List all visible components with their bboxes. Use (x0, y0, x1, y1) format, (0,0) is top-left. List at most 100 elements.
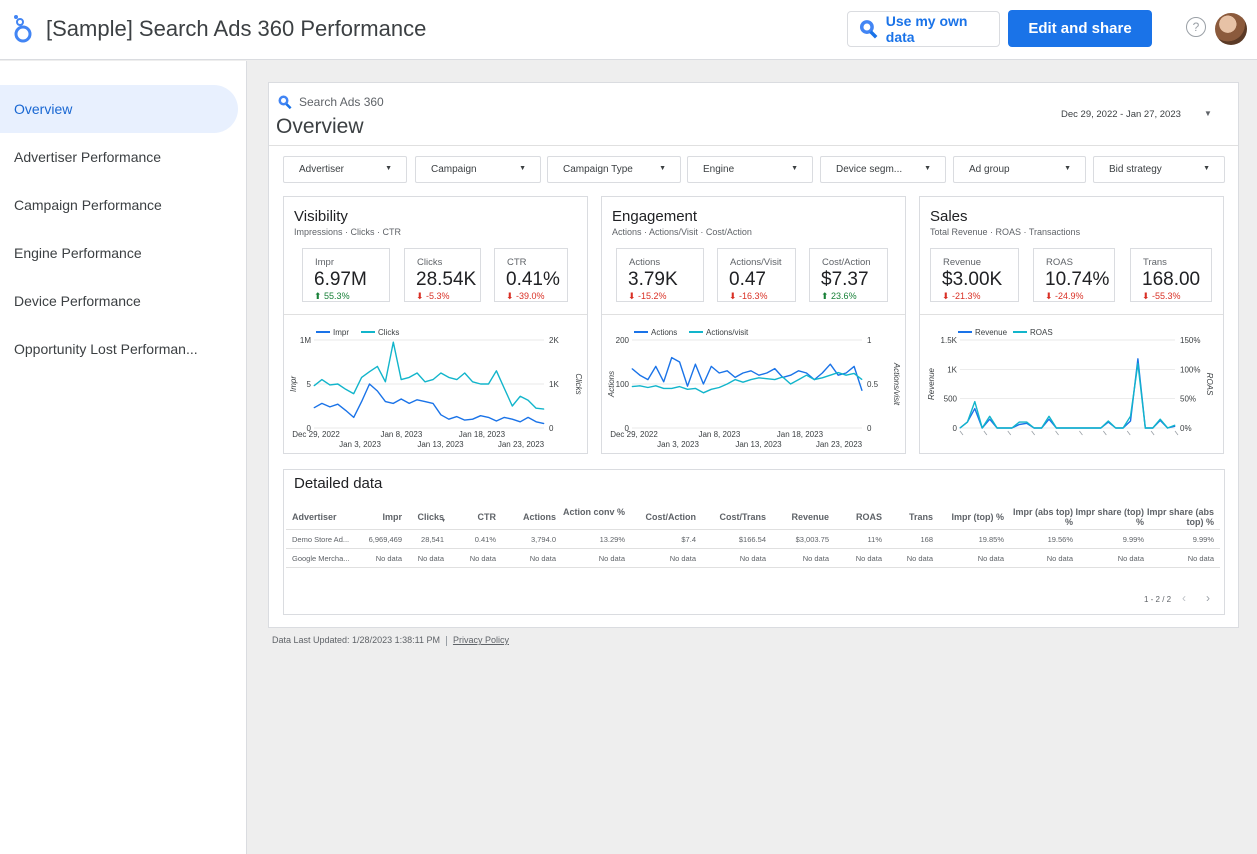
data-point (543, 423, 545, 424)
data-point (496, 420, 497, 422)
kpi-label: ROAS (1046, 257, 1073, 268)
data-point (821, 372, 823, 374)
column-header[interactable]: Impr share (abs top) % (1146, 507, 1214, 527)
data-point (400, 398, 402, 400)
data-point (1167, 427, 1168, 429)
chevron-left-icon[interactable]: ‹ (1182, 591, 1186, 605)
data-point (845, 372, 847, 374)
filter-bid-strategy[interactable]: Bid strategy ▼ (1093, 156, 1225, 183)
sidebar-item-campaign-performance[interactable]: Campaign Performance (14, 197, 162, 213)
visibility-chart[interactable]: Impr Clicks 1M 5 0 2K 1K 0 Impr Clicks Dec 29, 202… (284, 315, 587, 453)
y-axis-label-left: Impr (289, 376, 298, 392)
kpi-delta: ⬆ 55.3% (314, 291, 350, 302)
filter-ad-group[interactable]: Ad group ▼ (953, 156, 1086, 183)
legend-label: Impr (333, 328, 349, 337)
card-subtitle: Actions · Actions/Visit · Cost/Action (612, 227, 752, 237)
sidebar-item-opportunity-lost[interactable]: Opportunity Lost Performan... (14, 341, 198, 357)
column-header[interactable]: Impr share (top) % (1075, 507, 1144, 527)
sales-chart[interactable]: Revenue ROAS 1.5K 1K 500 0 150% 100% 50% 0% Revenu… (920, 315, 1223, 453)
column-header[interactable]: CTR (477, 512, 497, 522)
x-tick-mark (1055, 430, 1059, 436)
table-cell: No data (739, 554, 766, 563)
y-axis-label-right: Clicks (574, 373, 583, 394)
data-point (1130, 420, 1131, 422)
column-header[interactable]: Impr (abs top) % (1013, 507, 1073, 527)
data-point (1070, 427, 1072, 429)
y-axis-label-right: ROAS (1205, 373, 1214, 396)
data-point (974, 401, 976, 402)
sidebar-item-engine-performance[interactable]: Engine Performance (14, 245, 142, 261)
filter-campaign-type[interactable]: Campaign Type ▼ (547, 156, 681, 183)
data-point (1033, 427, 1035, 429)
column-header[interactable]: Impr (top) % (951, 512, 1005, 522)
looker-studio-icon[interactable] (12, 14, 34, 44)
y-tick-left: 1M (300, 336, 311, 345)
column-header[interactable]: Cost/Action (645, 512, 697, 522)
data-point (996, 427, 998, 429)
avatar[interactable] (1215, 13, 1247, 45)
sort-arrow-icon[interactable]: ▼ (441, 518, 446, 524)
column-header[interactable]: Revenue (791, 512, 829, 522)
data-point (710, 388, 712, 390)
data-point (408, 377, 410, 378)
data-point (758, 377, 760, 379)
series-line-actions (631, 356, 863, 391)
data-point (1078, 427, 1079, 429)
sidebar-item-advertiser-performance[interactable]: Advertiser Performance (14, 149, 162, 165)
data-point (790, 383, 791, 385)
kpi-delta-value: -15.2% (638, 291, 667, 301)
y-tick-left: 5 (307, 380, 312, 389)
table-cell: 6,969,469 (368, 535, 402, 544)
x-tick: Dec 29, 2022 (610, 430, 658, 439)
data-point (695, 388, 696, 389)
data-point (496, 370, 497, 372)
column-header[interactable]: ROAS (855, 512, 882, 522)
use-own-data-button[interactable]: Use my own data (847, 11, 1000, 47)
data-point (1159, 418, 1161, 420)
divider (284, 314, 587, 315)
data-point (742, 372, 744, 374)
kpi-value: $3.00K (942, 269, 1003, 290)
arrow-down-icon: ⬇ (1142, 291, 1153, 301)
kpi-label: CTR (507, 257, 527, 268)
table-cell: No data (977, 554, 1004, 563)
series-line-clicks (313, 341, 545, 410)
y-tick-right: 100% (1180, 365, 1200, 374)
arrow-down-icon: ⬇ (416, 291, 427, 301)
column-header[interactable]: Trans (908, 512, 933, 522)
table-row-divider (286, 548, 1220, 549)
search-magnifier-icon (859, 20, 878, 39)
table-cell: 168 (920, 535, 933, 544)
column-header[interactable]: Actions (522, 512, 556, 522)
engagement-chart[interactable]: Actions Actions/visit 200 100 0 1 0.5 0 Actions A… (602, 315, 905, 453)
filter-device-segment[interactable]: Device segm... ▼ (820, 156, 946, 183)
filter-advertiser[interactable]: Advertiser ▼ (283, 156, 407, 183)
table-cell: No data (375, 554, 402, 563)
privacy-policy-link[interactable]: Privacy Policy (452, 635, 509, 645)
column-header[interactable]: Cost/Trans (719, 512, 766, 522)
sidebar-item-device-performance[interactable]: Device Performance (14, 293, 141, 309)
data-point (647, 387, 649, 388)
kpi-value: 168.00 (1142, 269, 1201, 290)
filter-engine[interactable]: Engine ▼ (687, 156, 813, 183)
data-point (408, 403, 410, 404)
chevron-down-icon[interactable]: ▼ (1204, 109, 1212, 118)
filter-campaign[interactable]: Campaign ▼ (415, 156, 541, 183)
data-point (734, 379, 736, 380)
sidebar-item-overview[interactable]: Overview (0, 85, 238, 133)
date-range-control[interactable]: Dec 29, 2022 - Jan 27, 2023 (1061, 109, 1181, 120)
column-header[interactable]: Impr (382, 512, 402, 522)
y-tick-left: 200 (616, 336, 630, 345)
kpi-actions-visit: Actions/Visit 0.47 ⬇ -16.3% (717, 248, 796, 302)
column-header[interactable]: Clicks (417, 512, 444, 522)
x-tick: Jan 3, 2023 (339, 440, 381, 449)
chevron-down-icon: ▼ (791, 165, 798, 172)
table-cell: No data (529, 554, 556, 563)
chevron-right-icon[interactable]: › (1206, 591, 1210, 605)
data-point (432, 403, 434, 404)
edit-and-share-button[interactable]: Edit and share (1008, 10, 1152, 47)
column-header[interactable]: Action conv % (562, 507, 625, 517)
table-cell: No data (669, 554, 696, 563)
column-header[interactable]: Advertiser (292, 512, 337, 522)
help-icon[interactable]: ? (1186, 17, 1206, 37)
